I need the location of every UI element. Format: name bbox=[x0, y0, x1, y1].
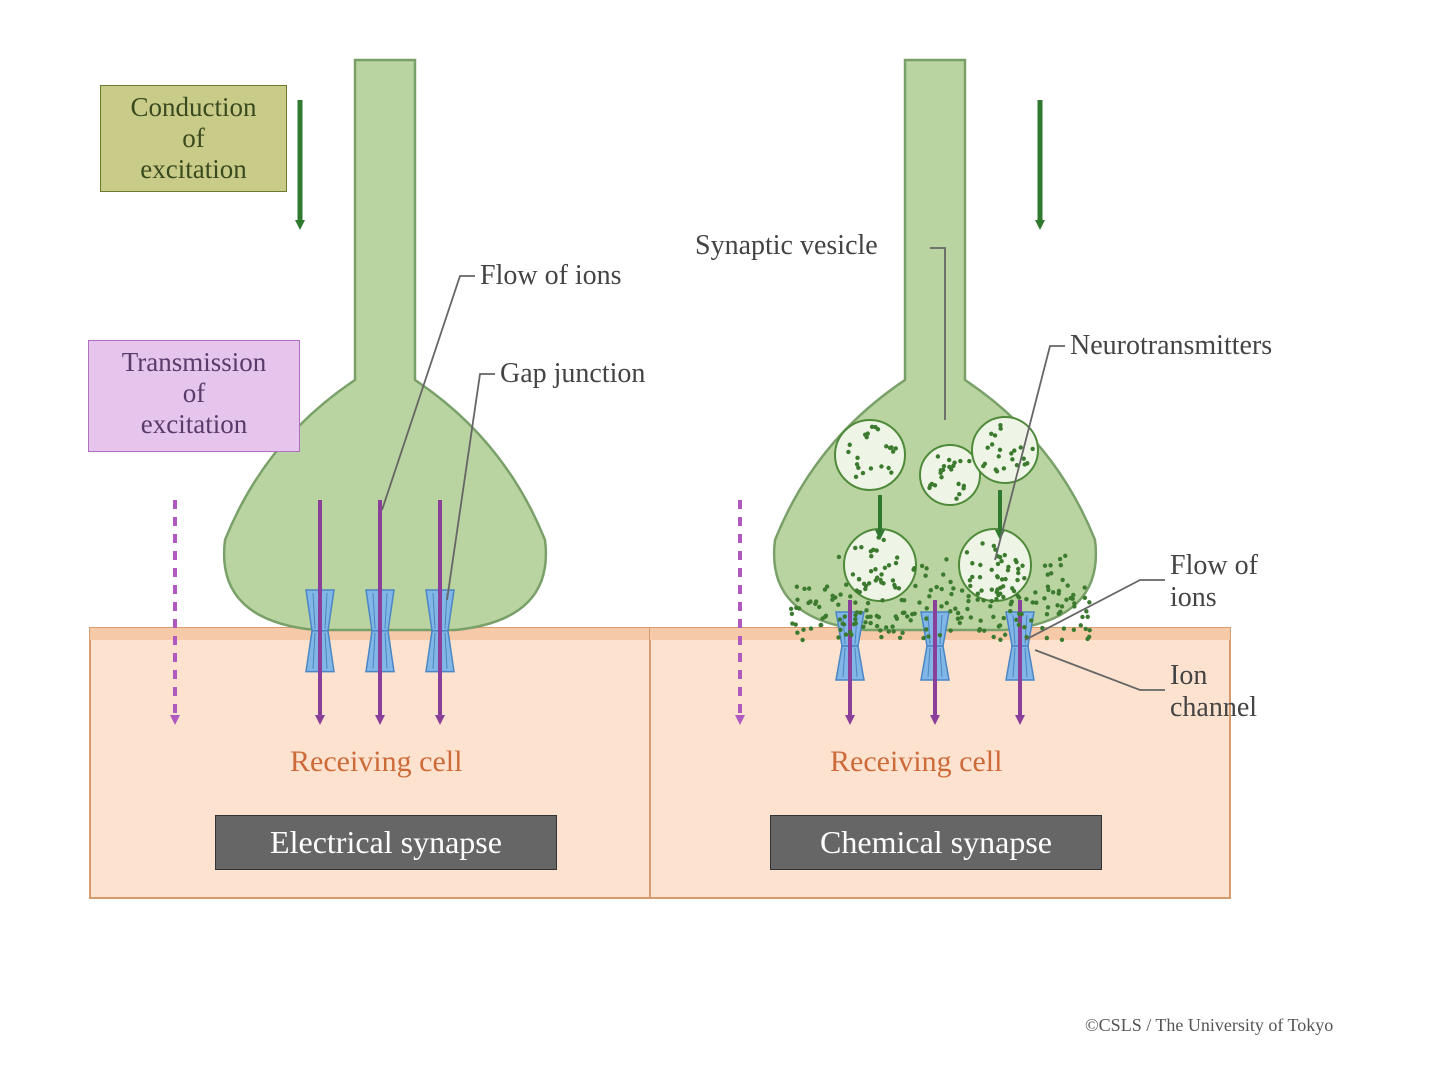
label-flow-ions-left: Flow of ions bbox=[480, 260, 622, 292]
label-flow-ions-right: Flow ofions bbox=[1170, 550, 1258, 614]
title-electrical: Electrical synapse bbox=[215, 815, 557, 870]
receiving-right: Receiving cell bbox=[830, 745, 1002, 779]
copyright: ©CSLS / The University of Tokyo bbox=[1085, 1015, 1333, 1036]
diagram-stage: Conductionofexcitation Transmissionofexc… bbox=[0, 0, 1440, 1080]
transmission-box: Transmissionofexcitation bbox=[88, 340, 300, 452]
title-chemical-text: Chemical synapse bbox=[820, 824, 1052, 860]
title-chemical: Chemical synapse bbox=[770, 815, 1102, 870]
title-electrical-text: Electrical synapse bbox=[270, 824, 502, 860]
conduction-box: Conductionofexcitation bbox=[100, 85, 287, 192]
transmission-text: Transmissionofexcitation bbox=[122, 347, 267, 439]
receiving-left: Receiving cell bbox=[290, 745, 462, 779]
conduction-text: Conductionofexcitation bbox=[131, 92, 257, 184]
label-neurotransmitters: Neurotransmitters bbox=[1070, 330, 1272, 362]
label-ion-channel: Ionchannel bbox=[1170, 660, 1257, 724]
label-synaptic-vesicle: Synaptic vesicle bbox=[695, 230, 878, 262]
label-gap-junction: Gap junction bbox=[500, 358, 645, 390]
